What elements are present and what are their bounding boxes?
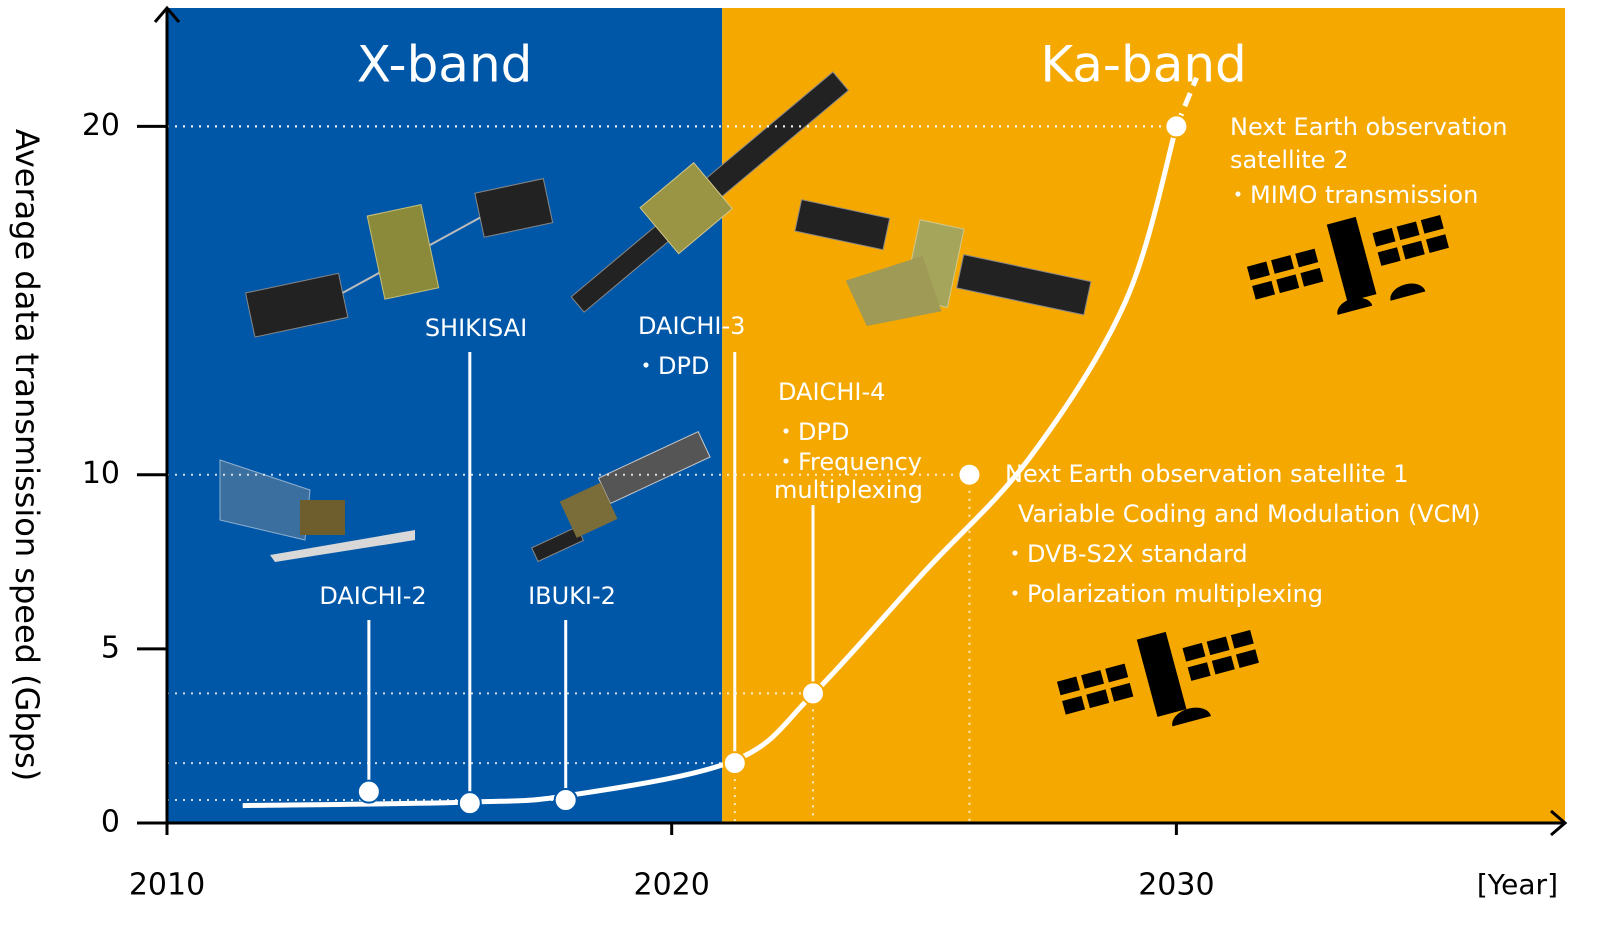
y-axis [153,5,181,823]
point-label: ・DPD [774,418,849,446]
y-axis-label: Average data transmission speed (Gbps) [8,129,46,781]
x-tick-label: 2010 [129,868,205,903]
point-label: Variable Coding and Modulation (VCM) [1018,500,1480,528]
point-label: ・Frequency [774,448,922,476]
point-label: IBUKI-2 [528,582,616,610]
point-label: ・MIMO transmission [1226,181,1478,209]
point-label: Next Earth observation satellite 1 [1005,460,1409,488]
region-label: X-band [357,36,533,94]
point-label: ・DPD [634,352,709,380]
point-label: satellite 2 [1230,146,1348,174]
data-point [722,751,747,776]
data-point [457,791,482,816]
point-label: multiplexing [774,476,923,504]
point-label: Next Earth observation [1230,113,1507,141]
y-tick-label: 10 [82,456,120,491]
x-axis-label: [Year] [1477,868,1558,901]
point-label: DAICHI-2 [319,582,426,610]
regions [167,8,1565,823]
data-point [1164,114,1189,139]
y-tick-label: 0 [101,805,120,840]
data-point [356,779,381,804]
region [722,8,1565,823]
point-label: SHIKISAI [425,314,527,342]
y-tick-label: 20 [82,108,120,143]
point-label: DAICHI-4 [778,378,885,406]
region [167,8,723,823]
point-label: ・DVB-S2X standard [1003,540,1248,568]
x-axis [137,809,1568,837]
point-label: DAICHI-3 [638,312,745,340]
data-point [801,681,826,706]
x-tick-label: 2020 [634,868,710,903]
point-label: ・Polarization multiplexing [1003,580,1323,608]
region-label: Ka-band [1040,36,1246,94]
data-point [553,788,578,813]
satellite-images [219,71,1449,727]
data-point [957,462,982,487]
x-tick-label: 2030 [1138,868,1214,903]
y-tick-label: 5 [101,630,120,665]
